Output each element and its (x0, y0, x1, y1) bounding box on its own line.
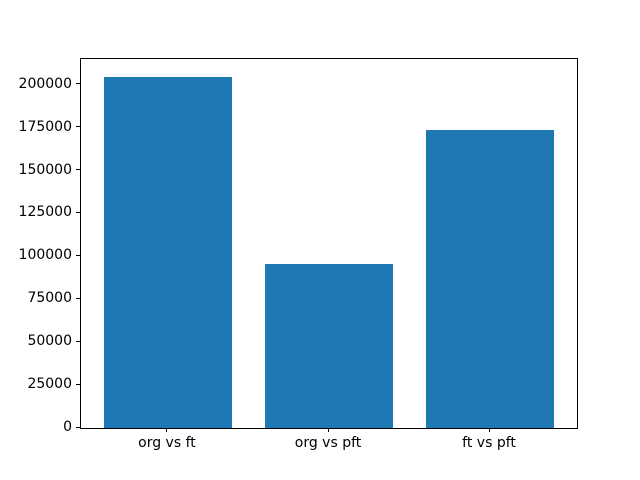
y-tick-label: 25000 (27, 376, 72, 393)
bar-org-vs-ft (103, 76, 233, 428)
y-tick-mark (76, 126, 80, 128)
bar-org-vs-pft (264, 264, 394, 428)
plot-area (80, 58, 578, 429)
y-tick-label: 100000 (18, 247, 72, 264)
y-tick-mark (76, 426, 80, 428)
y-tick-label: 200000 (18, 75, 72, 92)
x-tick-mark (488, 428, 490, 432)
x-tick-label: ft vs pft (462, 435, 516, 451)
y-tick-mark (76, 211, 80, 213)
y-tick-mark (76, 169, 80, 171)
x-tick-label: org vs pft (294, 435, 362, 451)
y-tick-label: 175000 (18, 118, 72, 135)
y-tick-label: 75000 (27, 290, 72, 307)
x-tick-label: org vs ft (138, 435, 196, 451)
y-tick-mark (76, 340, 80, 342)
y-tick-mark (76, 83, 80, 85)
x-tick-mark (166, 428, 168, 432)
y-tick-label: 50000 (27, 333, 72, 350)
y-tick-label: 0 (63, 419, 72, 435)
bar-ft-vs-pft (425, 130, 555, 428)
y-tick-mark (76, 383, 80, 385)
x-tick-mark (327, 428, 329, 432)
y-tick-mark (76, 254, 80, 256)
y-tick-label: 150000 (18, 161, 72, 178)
y-tick-mark (76, 297, 80, 299)
y-tick-label: 125000 (18, 204, 72, 221)
